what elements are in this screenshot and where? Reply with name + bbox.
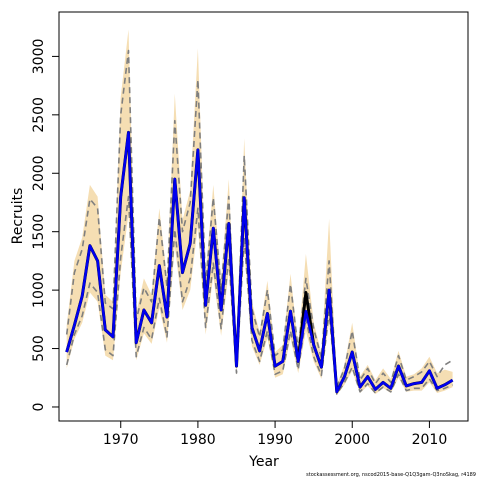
x-axis: 1970 1980 1990 2000 2010 bbox=[103, 421, 447, 448]
y-axis: 0 500 1000 1500 2000 2500 3000 bbox=[31, 39, 59, 412]
x-tick-label: 1980 bbox=[180, 432, 216, 448]
x-tick-label: 2000 bbox=[334, 432, 370, 448]
y-tick-label: 0 bbox=[31, 403, 47, 412]
plot-frame bbox=[58, 11, 469, 422]
x-tick-label: 1970 bbox=[103, 432, 139, 448]
footnote: stockassessment.org, nscod2015-base-Q1Q3… bbox=[306, 472, 476, 478]
confidence-band bbox=[66, 29, 453, 396]
lower-bound-line bbox=[65, 195, 453, 395]
x-axis-title: Year bbox=[248, 454, 279, 470]
y-axis-title: Recruits bbox=[10, 188, 26, 245]
upper-bound-line bbox=[65, 49, 454, 388]
y-tick-label: 1000 bbox=[31, 272, 47, 308]
x-tick-label: 2010 bbox=[412, 432, 448, 448]
y-tick-label: 1500 bbox=[31, 214, 47, 250]
y-tick-label: 3000 bbox=[31, 39, 47, 75]
y-tick-label: 2000 bbox=[31, 155, 47, 191]
estimate-line bbox=[65, 131, 454, 394]
y-tick-label: 2500 bbox=[31, 97, 47, 133]
series-lines-layer bbox=[65, 49, 454, 395]
confidence-band-layer bbox=[66, 29, 453, 396]
y-tick-label: 500 bbox=[31, 335, 47, 362]
x-tick-label: 1990 bbox=[257, 432, 293, 448]
